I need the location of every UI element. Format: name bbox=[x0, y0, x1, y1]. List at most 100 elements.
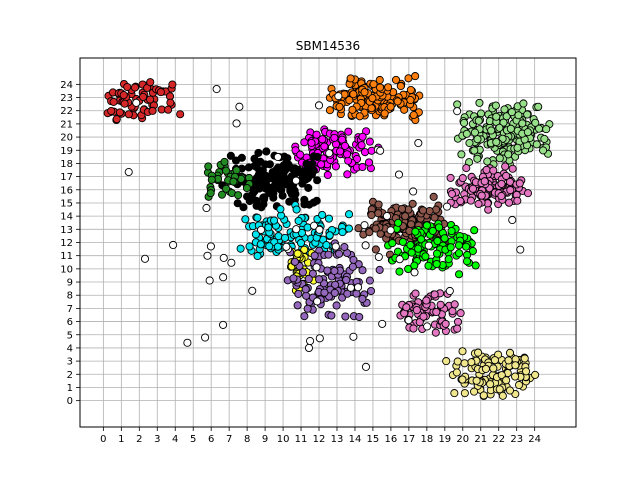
data-point bbox=[375, 265, 384, 274]
data-point bbox=[358, 132, 367, 141]
data-point bbox=[470, 146, 479, 155]
data-point bbox=[340, 141, 350, 150]
data-point bbox=[259, 200, 268, 209]
x-tick-label: 22 bbox=[492, 434, 505, 445]
data-point bbox=[296, 150, 305, 159]
y-tick-label: 7 bbox=[67, 304, 73, 315]
data-point bbox=[309, 221, 319, 230]
data-point bbox=[292, 176, 301, 185]
data-point bbox=[540, 134, 549, 143]
data-point bbox=[120, 99, 129, 108]
data-point bbox=[349, 255, 358, 264]
data-point bbox=[304, 274, 313, 284]
data-point bbox=[542, 125, 551, 134]
data-point bbox=[404, 74, 413, 83]
data-point bbox=[394, 218, 403, 227]
data-point bbox=[468, 184, 478, 193]
data-point bbox=[454, 270, 464, 279]
x-tick-label: 1 bbox=[118, 434, 124, 445]
x-tick-label: 3 bbox=[154, 434, 160, 445]
data-point bbox=[325, 106, 334, 115]
data-point bbox=[462, 242, 471, 251]
x-tick-label: 21 bbox=[474, 434, 487, 445]
data-point bbox=[331, 280, 340, 289]
x-tick-label: 20 bbox=[456, 434, 469, 445]
data-point bbox=[140, 254, 150, 263]
data-point bbox=[497, 371, 506, 380]
data-point bbox=[248, 286, 257, 295]
data-point bbox=[448, 307, 457, 316]
data-point bbox=[300, 138, 309, 147]
data-point bbox=[446, 243, 455, 252]
data-point bbox=[477, 191, 486, 200]
x-tick-label: 14 bbox=[349, 434, 362, 445]
data-point bbox=[220, 157, 229, 166]
data-point bbox=[414, 138, 423, 148]
y-tick-label: 3 bbox=[67, 357, 73, 368]
data-point bbox=[532, 140, 541, 149]
data-point bbox=[465, 138, 474, 148]
data-point bbox=[308, 269, 317, 278]
data-point bbox=[479, 391, 488, 400]
data-point bbox=[460, 359, 469, 368]
data-point bbox=[456, 196, 465, 206]
data-point bbox=[453, 317, 463, 326]
data-point bbox=[278, 177, 287, 186]
data-point bbox=[353, 283, 363, 292]
data-point bbox=[422, 296, 431, 305]
data-point bbox=[308, 159, 317, 168]
data-point bbox=[472, 376, 481, 385]
data-point bbox=[480, 177, 489, 186]
data-point bbox=[253, 251, 262, 261]
data-point bbox=[330, 288, 339, 297]
data-point bbox=[366, 286, 376, 296]
data-point bbox=[457, 150, 466, 159]
data-points bbox=[103, 72, 554, 401]
data-point bbox=[355, 312, 364, 322]
data-point bbox=[471, 261, 480, 270]
data-point bbox=[265, 242, 274, 251]
data-point bbox=[332, 301, 341, 310]
data-point bbox=[430, 290, 439, 299]
data-point bbox=[241, 215, 250, 224]
data-point bbox=[261, 160, 270, 169]
y-tick-label: 22 bbox=[60, 106, 73, 117]
cluster-1 bbox=[325, 72, 424, 125]
data-point bbox=[346, 283, 355, 292]
data-point bbox=[474, 348, 483, 357]
data-point bbox=[425, 206, 434, 216]
data-point bbox=[239, 203, 248, 212]
data-point bbox=[412, 306, 421, 315]
data-point bbox=[454, 249, 464, 258]
data-point bbox=[236, 244, 245, 253]
data-point bbox=[166, 98, 175, 107]
data-point bbox=[309, 166, 318, 175]
data-point bbox=[497, 191, 506, 201]
data-point bbox=[518, 119, 527, 128]
x-tick-label: 17 bbox=[403, 434, 416, 445]
data-point bbox=[401, 212, 410, 221]
data-point bbox=[411, 227, 420, 236]
data-point bbox=[470, 128, 479, 137]
data-point bbox=[374, 200, 383, 209]
data-point bbox=[365, 276, 374, 285]
data-point bbox=[504, 150, 513, 159]
data-point bbox=[115, 108, 124, 117]
data-point bbox=[406, 240, 415, 250]
data-point bbox=[519, 99, 528, 108]
data-point bbox=[331, 162, 340, 171]
data-point bbox=[422, 221, 431, 230]
data-point bbox=[444, 255, 453, 264]
data-point bbox=[511, 372, 520, 381]
data-point bbox=[453, 100, 462, 109]
data-point bbox=[531, 370, 540, 379]
data-point bbox=[453, 107, 462, 116]
data-point bbox=[334, 92, 343, 101]
data-point bbox=[467, 358, 476, 367]
data-point bbox=[331, 242, 340, 251]
data-point bbox=[458, 375, 467, 384]
data-point bbox=[504, 356, 513, 365]
x-tick-label: 15 bbox=[367, 434, 380, 445]
data-point bbox=[268, 168, 277, 177]
data-point bbox=[107, 106, 116, 116]
